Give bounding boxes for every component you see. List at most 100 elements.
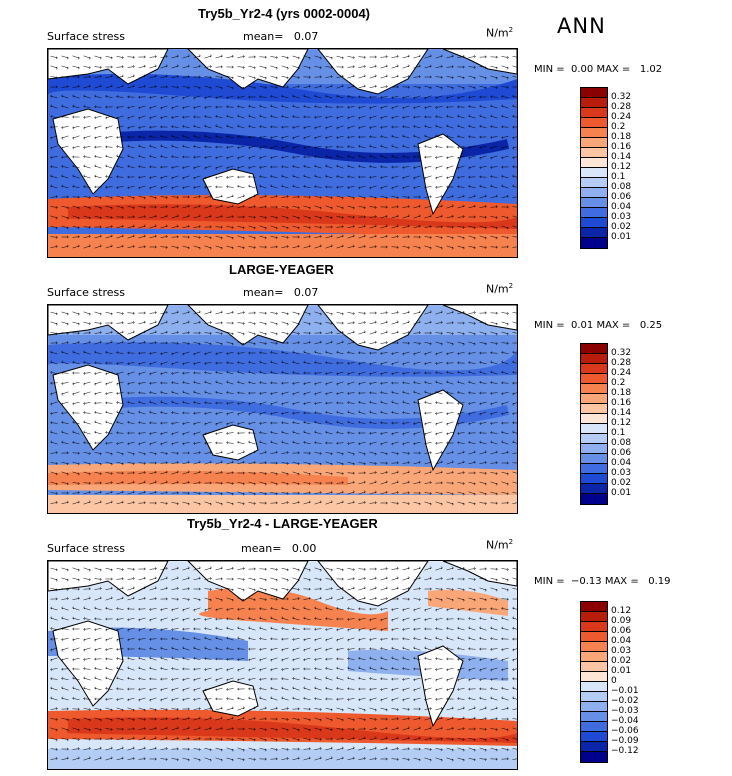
colorbar-swatch	[581, 682, 607, 692]
mean-value: 0.07	[293, 286, 319, 299]
colorbar-swatch	[581, 88, 607, 98]
colorbar-labels: 0.32 0.28 0.24 0.2 0.18 0.16 0.14 0.12 0.1 0.08 0.…	[611, 92, 631, 242]
colorbar-swatch	[581, 712, 607, 722]
units-label: N/m2	[486, 282, 514, 296]
colorbar-tick-label: 0.24	[611, 368, 632, 378]
colorbar-tick-label: 0.14	[611, 152, 632, 162]
colorbar-swatch	[581, 732, 607, 742]
colorbar-swatch	[581, 118, 607, 128]
colorbar-swatch	[581, 108, 607, 118]
colorbar-tick-label: 0.16	[611, 142, 632, 152]
mean-readout: mean= 0.00	[241, 542, 316, 555]
colorbar-swatch	[581, 424, 607, 434]
colorbar-tick-label: 0.06	[611, 626, 632, 636]
colorbar-swatch	[581, 474, 607, 484]
season-label: ANN	[557, 14, 606, 38]
colorbar-tick-label: 0.02	[611, 478, 632, 488]
colorbar-tick-label: 0.03	[611, 212, 632, 222]
colorbar-tick-label: 0.32	[611, 92, 632, 102]
colorbar-tick-label: 0.02	[611, 656, 632, 666]
colorbar-swatch	[581, 198, 607, 208]
colorbar-swatch	[581, 702, 607, 712]
colorbar-labels: 0.32 0.28 0.24 0.2 0.18 0.16 0.14 0.12 0.1 0.08 0.…	[611, 348, 631, 498]
colorbar-tick-label: 0.03	[611, 646, 632, 656]
colorbar-swatch	[581, 632, 607, 642]
variable-label: Surface stress	[47, 30, 125, 43]
colorbar-tick-label: 0	[611, 676, 617, 686]
surface-stress-map	[47, 304, 518, 514]
colorbar-swatch	[581, 228, 607, 238]
colorbar-labels: 0.12 0.09 0.06 0.04 0.03 0.02 0.01 0 −0.01 −0.02−…	[611, 606, 639, 756]
variable-label: Surface stress	[47, 542, 125, 555]
colorbar-swatch	[581, 662, 607, 672]
colorbar-tick-label: −0.02	[611, 696, 639, 706]
panel-title: Try5b_Yr2-4 (yrs 0002-0004)	[198, 6, 371, 21]
mean-readout: mean= 0.07	[243, 30, 318, 43]
colorbar-tick-label: −0.03	[611, 706, 639, 716]
mean-value: 0.00	[291, 542, 317, 555]
mean-label: mean=	[243, 286, 284, 299]
colorbar-swatch	[581, 444, 607, 454]
colorbar-swatch	[581, 414, 607, 424]
colorbar	[580, 87, 608, 249]
colorbar-tick-label: 0.18	[611, 132, 632, 142]
colorbar-swatch	[581, 404, 607, 414]
colorbar-swatch	[581, 672, 607, 682]
colorbar-swatch	[581, 742, 607, 752]
colorbar-tick-label: −0.04	[611, 716, 639, 726]
mean-label: mean=	[243, 30, 284, 43]
colorbar-tick-label: 0.08	[611, 438, 632, 448]
colorbar-tick-label: 0.18	[611, 388, 632, 398]
colorbar-tick-label: 0.06	[611, 192, 632, 202]
colorbar-tick-label: 0.1	[611, 172, 626, 182]
colorbar-swatch	[581, 158, 607, 168]
units-label: N/m2	[486, 538, 514, 552]
colorbar-tick-label: 0.1	[611, 428, 626, 438]
colorbar-tick-label: 0.04	[611, 202, 632, 212]
colorbar-swatch	[581, 752, 607, 762]
colorbar-swatch	[581, 602, 607, 612]
colorbar-swatch	[581, 168, 607, 178]
colorbar-swatch	[581, 622, 607, 632]
colorbar-swatch	[581, 238, 607, 248]
colorbar-swatch	[581, 722, 607, 732]
colorbar-swatch	[581, 98, 607, 108]
colorbar-tick-label: −0.06	[611, 726, 639, 736]
colorbar	[580, 601, 608, 763]
colorbar-tick-label: 0.03	[611, 468, 632, 478]
colorbar-tick-label: 0.01	[611, 666, 632, 676]
colorbar-swatch	[581, 642, 607, 652]
colorbar-tick-label: 0.32	[611, 348, 632, 358]
colorbar-tick-label: 0.06	[611, 448, 632, 458]
colorbar-swatch	[581, 692, 607, 702]
min-max-readout: MIN = 0.01 MAX = 0.25	[534, 320, 663, 331]
mean-label: mean=	[241, 542, 282, 555]
colorbar-tick-label: −0.12	[611, 746, 639, 756]
colorbar-tick-label: −0.01	[611, 686, 639, 696]
colorbar-swatch	[581, 374, 607, 384]
colorbar-tick-label: 0.04	[611, 458, 632, 468]
colorbar-swatch	[581, 344, 607, 354]
panel-title: Try5b_Yr2-4 - LARGE-YEAGER	[187, 516, 378, 531]
colorbar	[580, 343, 608, 505]
colorbar-swatch	[581, 484, 607, 494]
colorbar-tick-label: 0.08	[611, 182, 632, 192]
colorbar-tick-label: 0.14	[611, 408, 632, 418]
min-max-readout: MIN = −0.13 MAX = 0.19	[534, 576, 671, 587]
colorbar-swatch	[581, 138, 607, 148]
colorbar-tick-label: 0.16	[611, 398, 632, 408]
colorbar-swatch	[581, 454, 607, 464]
colorbar-swatch	[581, 394, 607, 404]
colorbar-tick-label: −0.09	[611, 736, 639, 746]
colorbar-swatch	[581, 384, 607, 394]
colorbar-tick-label: 0.12	[611, 418, 632, 428]
panel-title: LARGE-YEAGER	[229, 262, 334, 277]
surface-stress-map	[47, 48, 518, 258]
colorbar-swatch	[581, 464, 607, 474]
colorbar-swatch	[581, 208, 607, 218]
colorbar-swatch	[581, 218, 607, 228]
colorbar-swatch	[581, 364, 607, 374]
colorbar-tick-label: 0.24	[611, 112, 632, 122]
colorbar-tick-label: 0.28	[611, 358, 632, 368]
colorbar-tick-label: 0.09	[611, 616, 632, 626]
